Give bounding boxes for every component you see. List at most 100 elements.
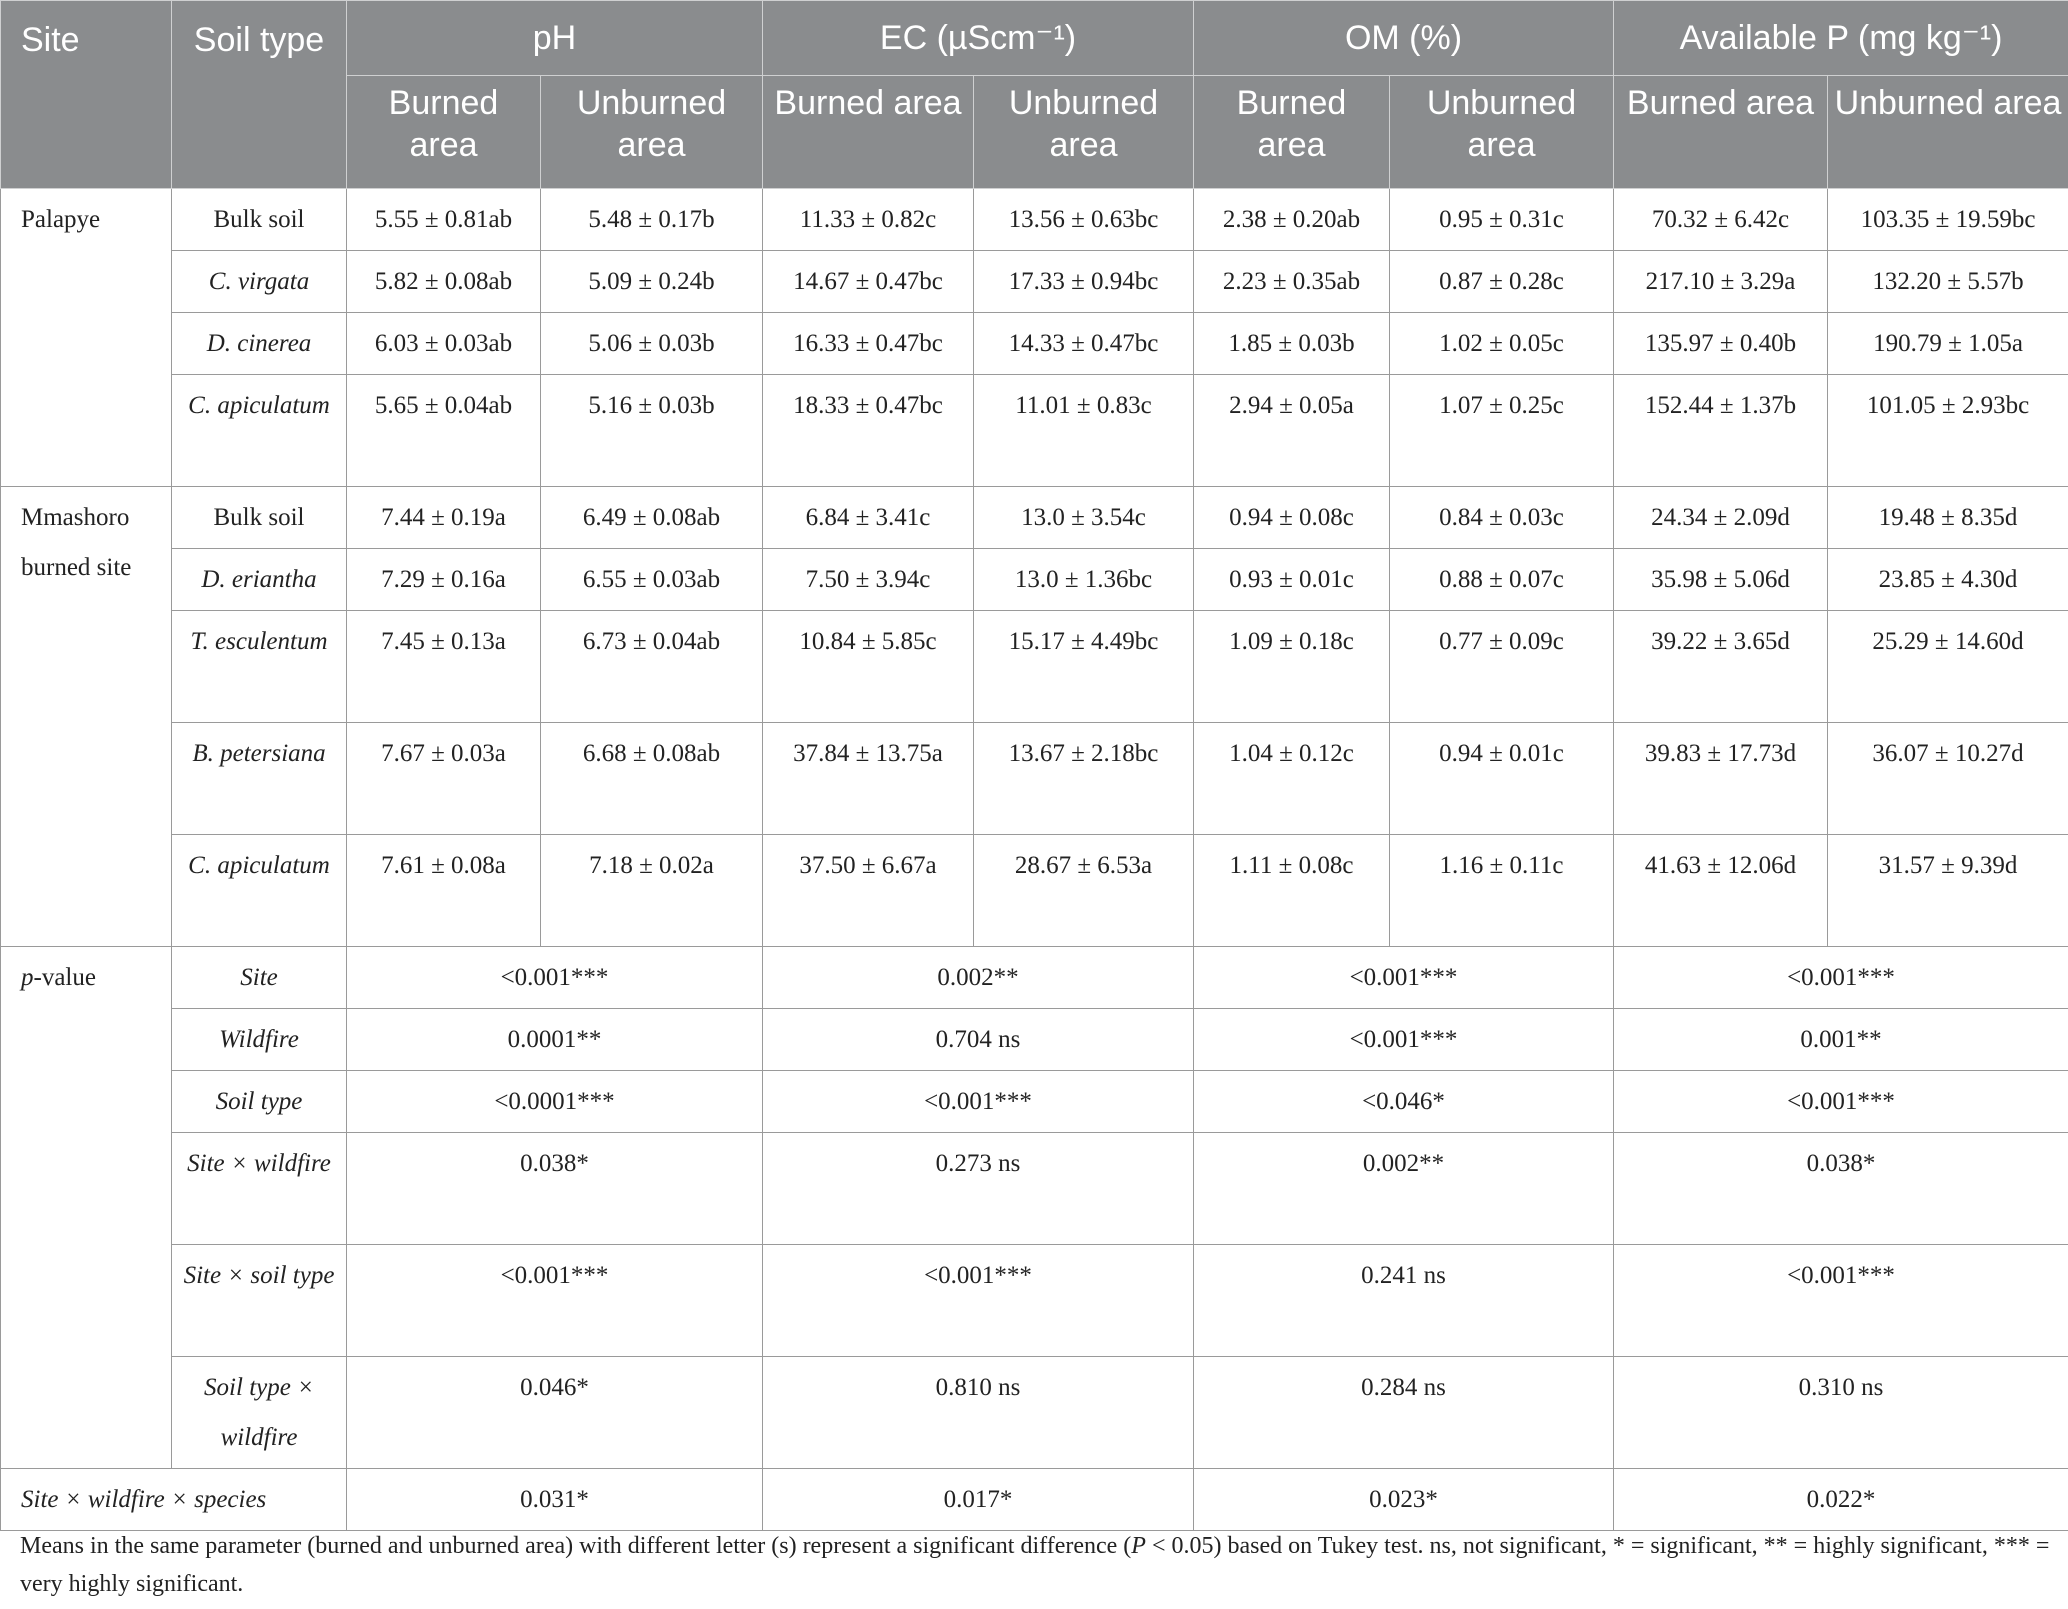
value-cell: 39.83 ± 17.73d	[1613, 722, 1828, 835]
soil-type-cell: D. eriantha	[171, 548, 347, 611]
value-cell: 14.67 ± 0.47bc	[762, 250, 974, 313]
interaction-label: Site × wildfire × species	[0, 1468, 347, 1531]
soil-type-cell: B. petersiana	[171, 722, 347, 835]
table-row: Soil type × wildfire 0.046* 0.810 ns 0.284 …	[1, 1356, 2068, 1469]
value-cell: 35.98 ± 5.06d	[1613, 548, 1828, 611]
table-row: Site × wildfire 0.038* 0.273 ns 0.002** 0.03…	[1, 1132, 2068, 1245]
value-cell: 13.67 ± 2.18bc	[973, 722, 1194, 835]
value-cell: 5.48 ± 0.17b	[540, 188, 763, 251]
factor-cell: Wildfire	[171, 1008, 347, 1071]
header-p-burned: Burned area	[1613, 75, 1828, 189]
value-cell: 70.32 ± 6.42c	[1613, 188, 1828, 251]
value-cell: 7.61 ± 0.08a	[346, 834, 541, 947]
p-value-cell: 0.310 ns	[1612, 1356, 2068, 1469]
table-row: Wildfire 0.0001** 0.704 ns <0.001*** 0.001**	[1, 1008, 2068, 1071]
value-cell: 10.84 ± 5.85c	[762, 610, 974, 723]
value-cell: 6.73 ± 0.04ab	[540, 610, 763, 723]
value-cell: 1.07 ± 0.25c	[1389, 374, 1614, 487]
value-cell: 0.84 ± 0.03c	[1389, 486, 1614, 549]
value-cell: 16.33 ± 0.47bc	[762, 312, 974, 375]
value-cell: 5.06 ± 0.03b	[540, 312, 763, 375]
header-om-burned: Burned area	[1193, 75, 1390, 189]
factor-cell: Site × wildfire	[171, 1132, 347, 1245]
p-value-label-rest: -value	[33, 964, 96, 991]
value-cell: 0.95 ± 0.31c	[1389, 188, 1614, 251]
header-ec-unburned: Unburned area	[973, 75, 1194, 189]
p-value-cell: <0.001***	[346, 1244, 763, 1357]
p-value-label: p-value	[0, 946, 172, 1469]
value-cell: 7.29 ± 0.16a	[346, 548, 541, 611]
p-value-cell: <0.0001***	[346, 1070, 763, 1133]
p-value-cell: 0.284 ns	[1193, 1356, 1614, 1469]
value-cell: 6.03 ± 0.03ab	[346, 312, 541, 375]
table-body: Palapye Bulk soil 5.55 ± 0.81ab 5.48 ± 0.17…	[0, 188, 2068, 1531]
soil-type-cell: Bulk soil	[171, 486, 347, 549]
value-cell: 25.29 ± 14.60d	[1826, 610, 2068, 723]
value-cell: 14.33 ± 0.47bc	[973, 312, 1194, 375]
p-value-cell: 0.046*	[346, 1356, 763, 1469]
p-value-cell: 0.022*	[1612, 1468, 2068, 1531]
value-cell: 0.77 ± 0.09c	[1389, 610, 1614, 723]
value-cell: 5.16 ± 0.03b	[540, 374, 763, 487]
table-row: Mmashoro burned site Bulk soil 7.44 ± 0.19…	[0, 486, 2068, 947]
value-cell: 7.44 ± 0.19a	[346, 486, 541, 549]
value-cell: 13.0 ± 3.54c	[973, 486, 1194, 549]
table-row: Palapye Bulk soil 5.55 ± 0.81ab 5.48 ± 0.17…	[0, 188, 2068, 487]
value-cell: 37.50 ± 6.67a	[762, 834, 974, 947]
factor-cell: Soil type	[171, 1070, 347, 1133]
p-value-cell: 0.038*	[346, 1132, 763, 1245]
p-value-cell: <0.001***	[1193, 946, 1614, 1009]
value-cell: 23.85 ± 4.30d	[1826, 548, 2068, 611]
value-cell: 31.57 ± 9.39d	[1826, 834, 2068, 947]
table-row: p-value Site <0.001*** 0.002** <0.001*** <0.0…	[0, 946, 2068, 1469]
value-cell: 11.33 ± 0.82c	[762, 188, 974, 251]
table-row: D. eriantha 7.29 ± 0.16a 6.55 ± 0.03ab 7.50…	[1, 548, 2068, 611]
table-row: Soil type <0.0001*** <0.001*** <0.046* <0.00…	[1, 1070, 2068, 1133]
site-palapye: Palapye	[0, 188, 172, 487]
value-cell: 7.50 ± 3.94c	[762, 548, 974, 611]
p-value-label-p: p	[21, 964, 34, 991]
soil-type-cell: D. cinerea	[171, 312, 347, 375]
table-row: Site × wildfire × species 0.031* 0.017* 0.0…	[0, 1468, 2068, 1531]
soil-type-cell: C. apiculatum	[171, 374, 347, 487]
value-cell: 11.01 ± 0.83c	[973, 374, 1194, 487]
value-cell: 41.63 ± 12.06d	[1613, 834, 1828, 947]
value-cell: 2.23 ± 0.35ab	[1193, 250, 1390, 313]
table-row: D. cinerea 6.03 ± 0.03ab 5.06 ± 0.03b 16.33…	[1, 312, 2068, 375]
header-available-p: Available P (mg kg⁻¹)	[1612, 0, 2068, 76]
value-cell: 17.33 ± 0.94bc	[973, 250, 1194, 313]
soil-type-cell: T. esculentum	[171, 610, 347, 723]
soil-type-cell: Bulk soil	[171, 188, 347, 251]
value-cell: 15.17 ± 4.49bc	[973, 610, 1194, 723]
value-cell: 5.55 ± 0.81ab	[346, 188, 541, 251]
value-cell: 18.33 ± 0.47bc	[762, 374, 974, 487]
value-cell: 0.93 ± 0.01c	[1193, 548, 1390, 611]
p-value-cell: 0.038*	[1612, 1132, 2068, 1245]
value-cell: 6.68 ± 0.08ab	[540, 722, 763, 835]
header-ph-unburned: Unburned area	[540, 75, 763, 189]
value-cell: 101.05 ± 2.93bc	[1826, 374, 2068, 487]
header-soil-type: Soil type	[171, 0, 347, 189]
p-value-cell: 0.002**	[1193, 1132, 1614, 1245]
value-cell: 13.0 ± 1.36bc	[973, 548, 1194, 611]
p-value-cell: 0.273 ns	[762, 1132, 1194, 1245]
header-ec-burned: Burned area	[762, 75, 974, 189]
p-value-cell: 0.810 ns	[762, 1356, 1194, 1469]
header-ec: EC (µScm⁻¹)	[762, 0, 1194, 76]
factor-cell: Site	[171, 946, 347, 1009]
footnote-part2: < 0.05) based on Tukey test. ns, not sig…	[20, 1533, 2050, 1597]
soil-type-cell: C. apiculatum	[171, 834, 347, 947]
p-value-cell: 0.017*	[762, 1468, 1194, 1531]
header-site: Site	[0, 0, 172, 189]
footnote-p-symbol: P	[1131, 1533, 1146, 1559]
table-row: T. esculentum 7.45 ± 0.13a 6.73 ± 0.04ab 10…	[1, 610, 2068, 723]
factor-cell: Soil type × wildfire	[171, 1356, 347, 1469]
value-cell: 1.04 ± 0.12c	[1193, 722, 1390, 835]
p-value-cell: 0.002**	[762, 946, 1194, 1009]
value-cell: 19.48 ± 8.35d	[1826, 486, 2068, 549]
value-cell: 5.09 ± 0.24b	[540, 250, 763, 313]
header-ph-burned: Burned area	[346, 75, 541, 189]
value-cell: 135.97 ± 0.40b	[1613, 312, 1828, 375]
p-value-cell: 0.241 ns	[1193, 1244, 1614, 1357]
value-cell: 1.02 ± 0.05c	[1389, 312, 1614, 375]
